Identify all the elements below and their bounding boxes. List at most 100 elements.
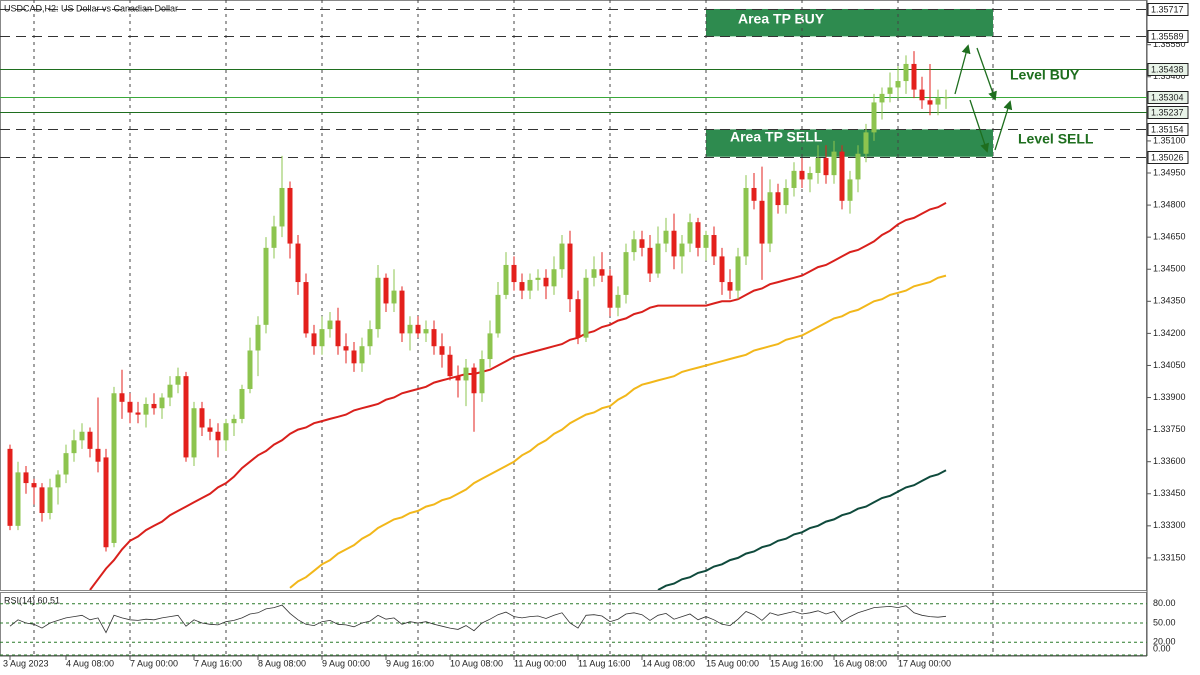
y-tick-label: 1.34800: [1153, 199, 1186, 209]
candle-body: [39, 487, 45, 514]
candle-body: [567, 243, 573, 300]
candle-body: [383, 277, 389, 304]
candle-body: [631, 239, 637, 253]
x-tick-label: 9 Aug 16:00: [386, 658, 434, 668]
candle-body: [255, 324, 261, 351]
x-tick-label: 8 Aug 08:00: [258, 658, 306, 668]
candle-body: [79, 431, 85, 441]
candle-body: [311, 333, 317, 347]
level-label-box: [1147, 123, 1189, 136]
candle-body: [351, 350, 357, 364]
candle-body: [559, 243, 565, 270]
y-tick-label: 1.34500: [1153, 264, 1186, 274]
candle-body: [495, 294, 501, 334]
candle-body: [823, 158, 829, 176]
candle-body: [759, 200, 765, 244]
x-tick-label: 10 Aug 08:00: [450, 658, 503, 668]
level-label-box: [1147, 30, 1189, 43]
candle-body: [231, 418, 237, 424]
candle-body: [399, 290, 405, 334]
candle-body: [919, 89, 925, 101]
level-label-box: [1147, 3, 1189, 16]
candle-body: [911, 63, 917, 90]
level-label: 1.35438: [1151, 64, 1184, 74]
annotation: Level BUY: [1010, 67, 1080, 83]
x-tick-label: 9 Aug 00:00: [322, 658, 370, 668]
candle-body: [367, 329, 373, 347]
candle-body: [503, 264, 509, 295]
candle-body: [727, 282, 733, 291]
chart-title: USDCAD,H2: US Dollar vs Canadian Dollar: [4, 3, 178, 13]
y-tick-label: 1.35550: [1153, 39, 1186, 49]
candle-body: [639, 239, 645, 248]
candle-body: [479, 359, 485, 394]
candle-body: [423, 329, 429, 334]
rsi-tick-label: 50.00: [1153, 617, 1176, 627]
candle-body: [279, 187, 285, 227]
candle-body: [271, 226, 277, 248]
rsi-tick-label: 20.00: [1153, 637, 1176, 647]
level-label-box: [1147, 151, 1189, 164]
candle-body: [175, 376, 181, 385]
y-tick-label: 1.34650: [1153, 232, 1186, 242]
candle-body: [359, 346, 365, 364]
rsi-label: RSI(14) 60.51: [4, 595, 60, 605]
candle-body: [151, 403, 157, 409]
candle-body: [143, 403, 149, 415]
candle-body: [287, 187, 293, 244]
candle-body: [63, 453, 69, 475]
candle-body: [23, 472, 29, 484]
arrow: [994, 100, 1013, 151]
candle-body: [711, 235, 717, 257]
y-tick-label: 1.33750: [1153, 424, 1186, 434]
candle-body: [839, 151, 845, 201]
candle-body: [439, 346, 445, 355]
x-tick-label: 15 Aug 16:00: [770, 658, 823, 668]
candle-body: [343, 346, 349, 351]
candle-body: [47, 487, 53, 514]
candle-body: [663, 230, 669, 244]
candle-body: [431, 329, 437, 347]
candle-body: [871, 102, 877, 133]
candle-body: [135, 412, 141, 415]
x-tick-label: 4 Aug 08:00: [66, 658, 114, 668]
candle-body: [447, 354, 453, 377]
level-label-box: [1147, 106, 1189, 119]
candle-body: [183, 376, 189, 458]
zone-label: Area TP SELL: [730, 129, 823, 145]
candle-body: [903, 63, 909, 82]
candle-body: [199, 408, 205, 428]
y-tick-label: 1.34350: [1153, 296, 1186, 306]
x-tick-label: 16 Aug 08:00: [834, 658, 887, 668]
candle-body: [111, 393, 117, 543]
rsi-line: [9, 604, 947, 634]
candle-body: [191, 408, 197, 458]
candle-body: [751, 187, 757, 201]
levels: [0, 9, 1147, 158]
candle-body: [55, 474, 61, 488]
candle-body: [687, 222, 693, 244]
candle-body: [615, 294, 621, 308]
candle-body: [215, 431, 221, 441]
candle-body: [791, 170, 797, 188]
candle-body: [783, 187, 789, 206]
candle-body: [655, 243, 661, 274]
candle-body: [95, 448, 101, 462]
candle-body: [167, 384, 173, 398]
y-tick-label: 1.33600: [1153, 456, 1186, 466]
candle-body: [935, 98, 941, 105]
candle-body: [7, 448, 13, 526]
candle-body: [575, 299, 581, 338]
candle-body: [815, 158, 821, 174]
candle-body: [775, 192, 781, 206]
candle-body: [263, 247, 269, 325]
candle-body: [247, 350, 253, 389]
arrow: [976, 47, 997, 101]
candle-body: [887, 87, 893, 94]
x-tick-label: 14 Aug 08:00: [642, 658, 695, 668]
candle-body: [679, 243, 685, 257]
level-label: 1.35589: [1151, 31, 1184, 41]
x-tick-label: 7 Aug 16:00: [194, 658, 242, 668]
rsi-tick-label: 80.00: [1153, 598, 1176, 608]
candle-body: [519, 282, 525, 291]
